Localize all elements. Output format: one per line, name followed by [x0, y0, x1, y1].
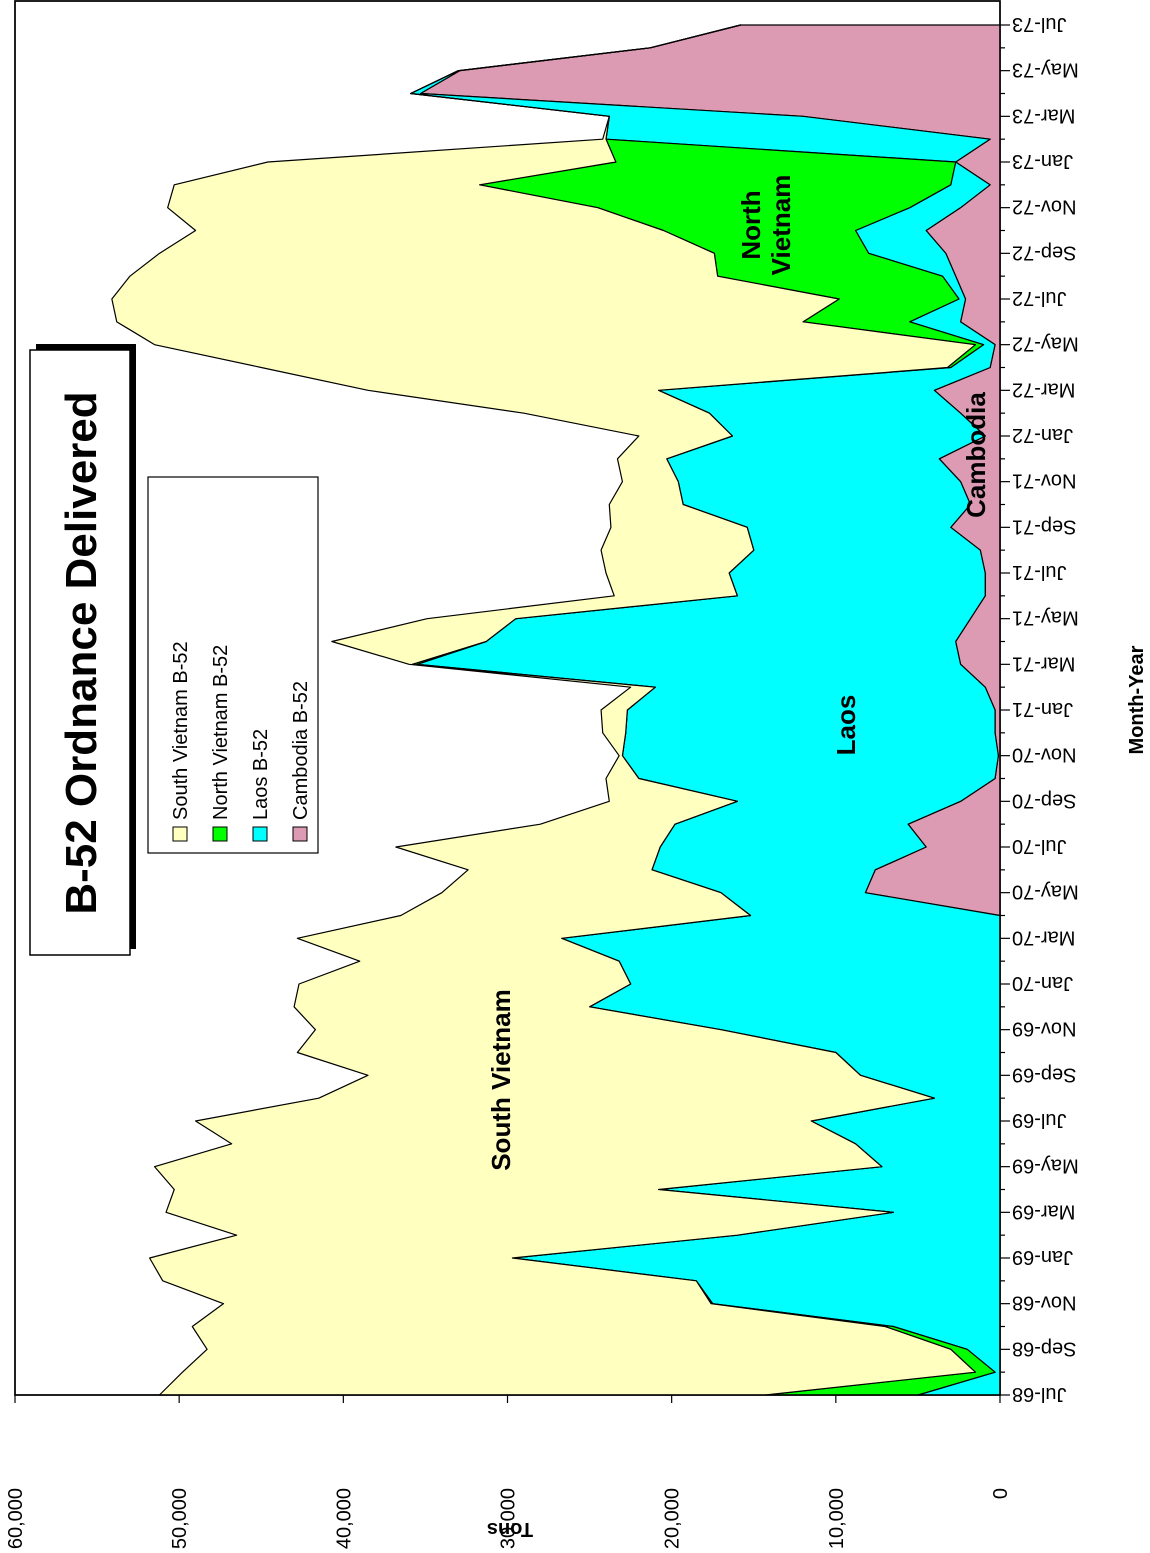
area — [111, 24, 976, 1396]
x-tick-label: Jan-73 — [1012, 150, 1073, 172]
x-tick-label: Mar-70 — [1012, 926, 1075, 948]
x-tick-label: Jul-72 — [1012, 287, 1066, 309]
x-tick-label: Nov-68 — [1012, 1292, 1076, 1314]
legend-swatch — [172, 826, 188, 842]
x-tick-label: Mar-69 — [1012, 1200, 1075, 1222]
annotation: NorthVietnam — [736, 175, 796, 276]
x-axis-label: Month-Year — [1126, 645, 1148, 754]
x-tick-label: Jul-73 — [1012, 13, 1066, 35]
annotation-line: Vietnam — [766, 175, 796, 276]
y-axis-label: Tons — [487, 1518, 533, 1540]
y-tick-label: 20,000 — [662, 1488, 684, 1549]
x-tick-label: Mar-71 — [1012, 652, 1075, 674]
x-tick-label: Sep-71 — [1012, 515, 1077, 537]
x-tick-label: Jan-71 — [1012, 698, 1073, 720]
legend-label: Cambodia B-52 — [290, 681, 312, 820]
legend-box — [147, 476, 319, 854]
x-tick-label: May-73 — [1012, 59, 1079, 81]
y-tick-label: 30,000 — [498, 1488, 520, 1549]
legend-swatch — [252, 826, 268, 842]
x-tick-label: May-72 — [1012, 333, 1079, 355]
x-tick-label: Nov-70 — [1012, 744, 1076, 766]
y-tick-label: 0 — [990, 1488, 1012, 1499]
annotation: South Vietnam — [486, 989, 516, 1171]
x-tick-label: Jan-70 — [1012, 972, 1073, 994]
title-box — [29, 349, 131, 956]
x-tick-label: Jan-69 — [1012, 1246, 1073, 1268]
y-tick-label: 10,000 — [826, 1488, 848, 1549]
x-tick-label: Nov-71 — [1012, 470, 1076, 492]
x-tick-label: Jul-70 — [1012, 835, 1066, 857]
x-tick-label: Mar-73 — [1012, 104, 1075, 126]
x-tick-label: Nov-72 — [1012, 196, 1076, 218]
x-tick-label: Jul-69 — [1012, 1109, 1066, 1131]
x-tick-label: Jul-68 — [1012, 1383, 1066, 1405]
x-tick-label: Sep-72 — [1012, 241, 1077, 263]
y-tick-label: 60,000 — [5, 1488, 27, 1549]
annotation: Laos — [831, 695, 861, 756]
x-tick-label: Sep-68 — [1012, 1337, 1077, 1359]
chart-title: B-52 Ordnance Delivered — [57, 391, 106, 914]
x-tick-label: Mar-72 — [1012, 378, 1075, 400]
y-tick-label: 40,000 — [333, 1488, 355, 1549]
x-tick-label: Jul-71 — [1012, 561, 1066, 583]
x-tick-label: Nov-69 — [1012, 1018, 1076, 1040]
x-tick-label: May-70 — [1012, 881, 1079, 903]
y-tick-label: 50,000 — [169, 1488, 191, 1549]
legend-label: North Vietnam B-52 — [210, 645, 232, 820]
rotated-chart: 0 10,000 20,000 30,000 40,000 50,000 60,000 Jul… — [5, 0, 1148, 1549]
legend-swatch — [292, 826, 308, 842]
annotation: Cambodia — [961, 392, 991, 518]
x-tick-label: May-71 — [1012, 607, 1079, 629]
x-tick-label: Sep-69 — [1012, 1063, 1077, 1085]
legend-swatch — [212, 826, 228, 842]
legend-label: Laos B-52 — [250, 729, 272, 820]
x-tick-label: Sep-70 — [1012, 789, 1077, 811]
x-tick-label: May-69 — [1012, 1155, 1079, 1177]
legend-label: South Vietnam B-52 — [170, 641, 192, 820]
annotation-line: North — [736, 190, 766, 259]
x-tick-label: Jan-72 — [1012, 424, 1073, 446]
